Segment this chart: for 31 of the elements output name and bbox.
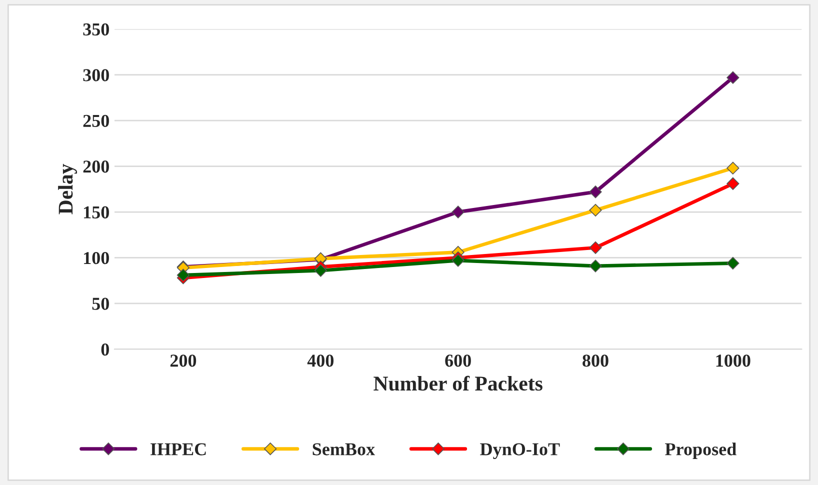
point: [452, 206, 464, 218]
x-tick-label: 800: [582, 354, 608, 367]
y-tick-label: 350: [83, 23, 109, 36]
point: [589, 186, 602, 198]
point: [589, 260, 602, 272]
x-tick-label: 400: [307, 354, 334, 367]
point: [726, 177, 740, 190]
y-axis-title: Delay: [58, 164, 78, 214]
legend-label: DynO-IoT: [480, 443, 560, 460]
point: [176, 268, 190, 282]
y-tick-label: 100: [84, 252, 109, 264]
y-tick-label: 150: [84, 206, 109, 218]
point: [589, 204, 602, 216]
point: [589, 241, 602, 254]
point: [726, 256, 740, 270]
x-axis-title: Number of Packets: [374, 376, 542, 391]
x-tick-label: 600: [445, 354, 471, 367]
point: [452, 254, 464, 267]
point: [314, 264, 327, 277]
y-tick-label: 0: [101, 343, 109, 356]
legend-label: SemBox: [312, 443, 375, 456]
y-tick-label: 200: [83, 160, 109, 173]
point: [726, 71, 740, 84]
y-tick-label: 250: [83, 114, 109, 127]
y-tick-label: 300: [83, 69, 109, 82]
x-tick-label: 200: [170, 354, 196, 367]
point: [726, 162, 740, 174]
x-tick-label: 1000: [716, 354, 750, 367]
y-tick-label: 50: [92, 298, 109, 310]
legend-label: IHPEC: [150, 443, 206, 456]
legend-label: Proposed: [665, 442, 736, 459]
